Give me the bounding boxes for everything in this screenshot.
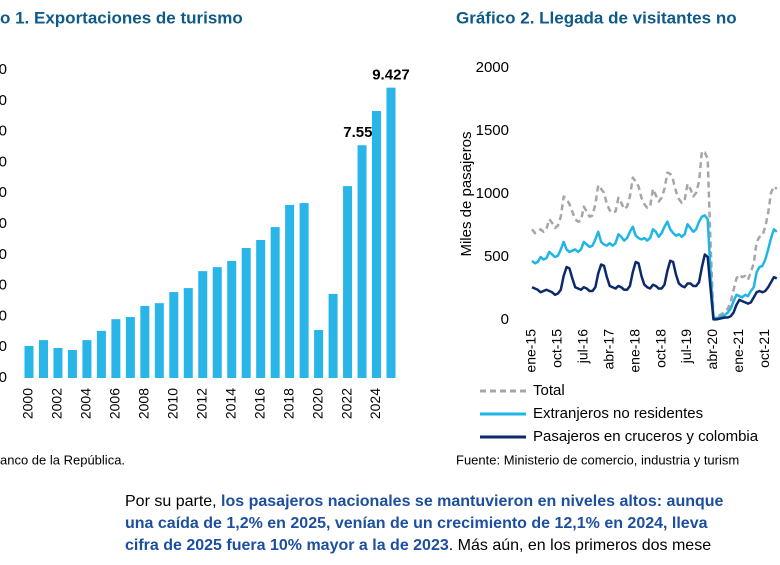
y-axis-label: Miles de pasajeros [458, 131, 475, 256]
bar [24, 345, 34, 378]
y-tick-label: 1000 [476, 185, 509, 202]
line-series [531, 214, 778, 320]
y-tick-label: 3000 [0, 277, 7, 294]
x-tick-label: 2014 [222, 388, 238, 419]
bar [96, 330, 106, 378]
x-tick-label: abr-20 [704, 329, 720, 370]
y-tick-label: 7000 [0, 153, 7, 170]
highlighted-text: una caída de 1,2% en 2025, venían de un … [125, 515, 708, 532]
y-tick-label: 2000 [0, 307, 7, 324]
x-tick-label: jul-19 [678, 329, 694, 364]
bar [140, 305, 150, 378]
bar [183, 288, 193, 378]
y-tick-label: 2000 [476, 59, 509, 76]
y-tick-label: 8000 [0, 123, 7, 140]
bar [314, 329, 324, 378]
bar [227, 260, 237, 378]
bar [241, 248, 251, 378]
chart-title: o 1. Exportaciones de turismo [0, 8, 243, 27]
legend-label: Extranjeros no residentes [533, 405, 703, 422]
y-tick-label: 5000 [0, 215, 7, 232]
value-label: 7.557 [343, 124, 381, 141]
bar [212, 267, 222, 378]
bar [299, 203, 309, 378]
y-tick-label: 10000 [0, 61, 7, 78]
legend-label: Pasajeros en cruceros y colombia [533, 428, 759, 445]
x-tick-label: ene-15 [523, 329, 539, 373]
paragraph-line: cifra de 2025 fuera 10% mayor a la de 20… [125, 535, 723, 557]
highlighted-text: los pasajeros nacionales se mantuvieron … [221, 493, 724, 510]
y-tick-label: 6000 [0, 184, 7, 201]
highlighted-text: cifra de 2025 fuera 10% mayor a la de 20… [125, 537, 449, 554]
source-note: anco de la República. [0, 452, 125, 467]
bar [386, 87, 396, 378]
legend-label: Total [533, 382, 565, 399]
bar [169, 292, 179, 378]
x-tick-label: 2018 [280, 388, 296, 419]
paragraph: Por su parte, los pasajeros nacionales s… [125, 491, 723, 557]
y-tick-label: 500 [484, 248, 509, 265]
y-tick-label: 0 [0, 369, 7, 386]
bar [125, 317, 135, 378]
y-tick-label: 9000 [0, 92, 7, 109]
source-note: Fuente: Ministerio de comercio, industri… [456, 452, 739, 467]
x-tick-label: oct-18 [652, 329, 668, 368]
y-tick-label: 0 [501, 311, 509, 328]
x-tick-label: 2010 [165, 388, 181, 419]
bar [357, 145, 367, 378]
x-tick-label: abr-17 [600, 329, 616, 370]
x-tick-label: ene-21 [730, 329, 746, 373]
x-tick-label: 2012 [193, 388, 209, 419]
x-tick-label: 2004 [78, 388, 94, 419]
bar [285, 204, 295, 378]
text: . Más aún, en los primeros dos mese [448, 537, 712, 554]
x-tick-label: jul-16 [575, 329, 591, 364]
bar [154, 303, 164, 378]
bar [67, 349, 77, 378]
charts: o 1. Exportaciones de turismo anco de la … [0, 8, 778, 467]
text: Por su parte, [125, 493, 222, 510]
x-tick-label: ene-18 [626, 329, 642, 373]
chart-title: Gráfico 2. Llegada de visitantes no [456, 8, 737, 27]
line-series [531, 149, 778, 319]
x-tick-label: 2024 [367, 388, 383, 419]
x-tick-label: 2000 [20, 388, 36, 419]
paragraph-line: una caída de 1,2% en 2025, venían de un … [125, 513, 723, 535]
line-series [531, 253, 778, 321]
x-tick-label: 2002 [49, 388, 65, 419]
x-tick-label: oct-15 [549, 329, 565, 368]
value-label: 9.427 [372, 67, 410, 84]
x-tick-label: 2022 [338, 388, 354, 419]
y-tick-label: 1000 [0, 338, 7, 355]
bar [372, 110, 382, 379]
bar [82, 340, 92, 378]
x-tick-label: 2008 [136, 388, 152, 419]
bar [343, 186, 353, 378]
x-tick-label: 2020 [309, 388, 325, 419]
y-tick-label: 4000 [0, 246, 7, 263]
x-tick-label: 2016 [251, 388, 267, 419]
bar [198, 271, 208, 378]
bar [256, 240, 266, 378]
bar [53, 347, 63, 378]
bar [270, 227, 280, 378]
bar [328, 293, 338, 378]
y-tick-label: 1500 [476, 122, 509, 139]
x-tick-label: oct-21 [756, 329, 772, 368]
paragraph-line: Por su parte, los pasajeros nacionales s… [125, 491, 723, 513]
bar [111, 319, 121, 378]
bar [38, 340, 48, 378]
x-tick-label: 2006 [107, 388, 123, 419]
